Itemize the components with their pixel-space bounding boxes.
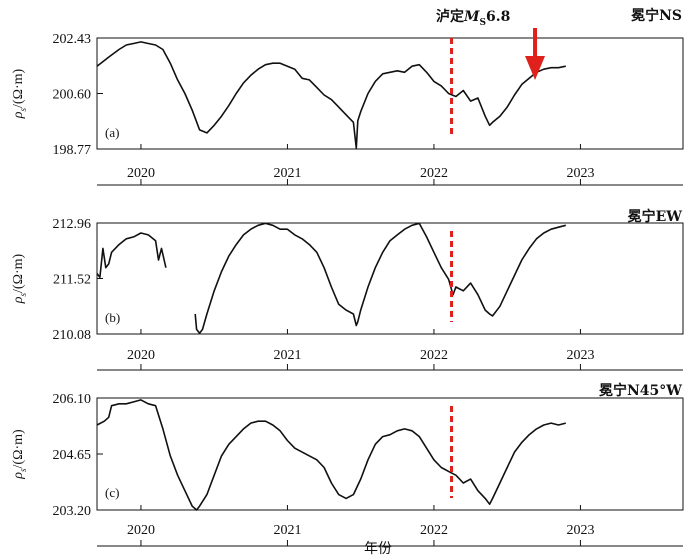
x-tick-label: 2021 — [273, 348, 301, 363]
x-tick-label: 2022 — [420, 348, 448, 363]
y-tick-label: 200.60 — [53, 88, 92, 103]
series-line — [96, 41, 566, 149]
series-line — [96, 399, 567, 511]
x-tick-label: 2020 — [127, 348, 155, 363]
series-line — [96, 232, 167, 279]
x-tick-label: 2020 — [127, 523, 155, 538]
y-tick-label: 203.20 — [53, 504, 92, 519]
event-arrow-head — [525, 56, 546, 80]
y-tick-label: 206.10 — [53, 392, 92, 407]
y-tick-label: 198.77 — [53, 143, 92, 158]
x-tick-label: 2022 — [420, 166, 448, 181]
plot-frame — [96, 397, 684, 511]
y-tick-label: 210.08 — [53, 328, 92, 343]
x-tick-label: 2021 — [273, 166, 301, 181]
x-tick-label: 2023 — [566, 166, 594, 181]
x-axis-title: 年份 — [364, 541, 392, 557]
panel-tag: (c) — [105, 485, 119, 500]
series-line — [194, 222, 567, 335]
x-tick-label: 2023 — [566, 523, 594, 538]
y-axis-title: ρs/(Ω·m) — [11, 253, 28, 304]
y-tick-label: 202.43 — [53, 32, 92, 47]
station-label: 冕宁N45°W — [599, 382, 682, 399]
panel-tag: (b) — [105, 310, 120, 325]
plot-frame — [96, 222, 684, 335]
x-tick-label: 2023 — [566, 348, 594, 363]
panel-b: 212.96 211.52 210.08 2020 2021 2022 2023 (b) 冕宁E… — [11, 208, 684, 371]
station-label: 冕宁NS — [631, 7, 682, 24]
panel-c: 206.10 204.65 203.20 2020 2021 2022 2023 (c) 冕宁N… — [11, 382, 684, 547]
station-label: 冕宁EW — [628, 208, 683, 225]
event-annotation: 泸定MS6.8 — [436, 8, 546, 80]
panel-tag: (a) — [105, 125, 119, 140]
x-tick-label: 2020 — [127, 166, 155, 181]
y-tick-label: 211.52 — [53, 273, 91, 288]
x-tick-label: 2022 — [420, 523, 448, 538]
panel-a: 202.43 200.60 198.77 2020 2021 2022 2023 (a) 冕宁N… — [11, 7, 684, 186]
y-axis-title: ρs/(Ω·m) — [11, 68, 28, 119]
y-axis-title: ρs/(Ω·m) — [11, 429, 28, 480]
event-label: 泸定MS6.8 — [436, 8, 510, 28]
x-tick-label: 2021 — [273, 523, 301, 538]
y-tick-label: 204.65 — [53, 448, 92, 463]
y-tick-label: 212.96 — [53, 217, 92, 232]
